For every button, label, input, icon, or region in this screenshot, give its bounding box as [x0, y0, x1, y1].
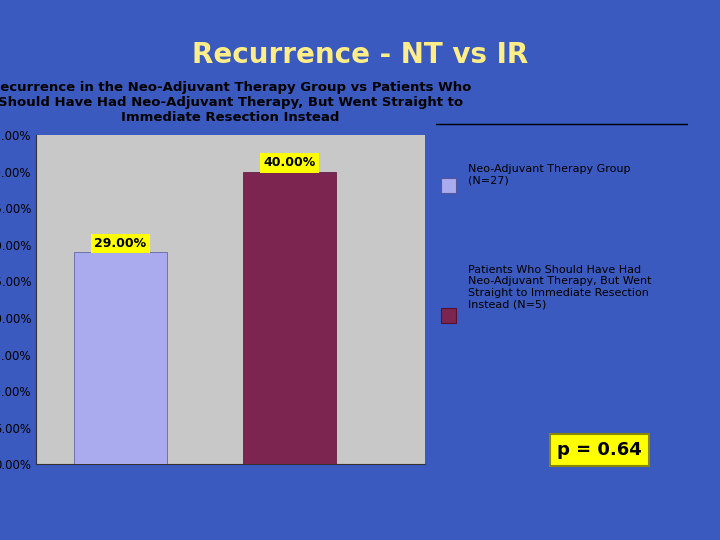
Title: Recurrence in the Neo-Adjuvant Therapy Group vs Patients Who
Should Have Had Neo: Recurrence in the Neo-Adjuvant Therapy G…: [0, 81, 471, 124]
FancyBboxPatch shape: [441, 308, 456, 323]
Text: p = 0.64: p = 0.64: [557, 441, 642, 459]
Bar: [74, 252, 167, 464]
Text: Recurrence - NT vs IR: Recurrence - NT vs IR: [192, 42, 528, 69]
Text: Patients Who Should Have Had
Neo-Adjuvant Therapy, But Went
Straight to Immediat: Patients Who Should Have Had Neo-Adjuvan…: [469, 265, 652, 309]
Bar: [243, 172, 336, 464]
Text: 40.00%: 40.00%: [264, 157, 315, 170]
Text: 29.00%: 29.00%: [94, 237, 147, 250]
Text: Neo-Adjuvant Therapy Group
(N=27): Neo-Adjuvant Therapy Group (N=27): [469, 164, 631, 186]
FancyBboxPatch shape: [441, 178, 456, 193]
